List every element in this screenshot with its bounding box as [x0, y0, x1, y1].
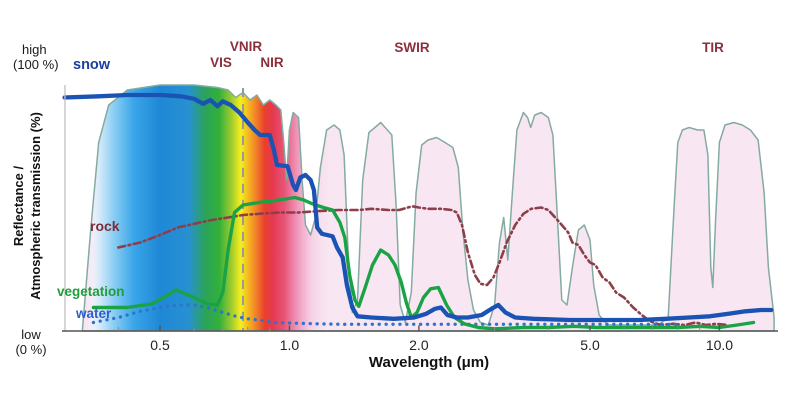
y-axis-low-label: low — [21, 327, 41, 342]
band-label-swir: SWIR — [394, 40, 430, 55]
x-tick-label-5.0: 5.0 — [580, 337, 600, 353]
series-label-vegetation: vegetation — [57, 284, 125, 299]
band-label-nir: NIR — [260, 55, 284, 70]
series-label-snow: snow — [73, 57, 111, 73]
y-axis-high-percent: (100 %) — [13, 57, 59, 72]
y-axis-high-label: high — [22, 42, 47, 57]
water-curve — [91, 303, 680, 327]
y-axis-low-percent: (0 %) — [15, 342, 47, 357]
band-label-vnir: VNIR — [229, 39, 263, 54]
snow-curve — [62, 92, 774, 323]
series-label-rock: rock — [90, 218, 120, 234]
series-label-water: water — [76, 306, 112, 321]
y-axis-title: Reflectance / Atmospheric transmission (… — [10, 76, 46, 336]
x-tick-label-0.5: 0.5 — [150, 337, 170, 353]
x-axis-title: Wavelength (μm) — [368, 354, 490, 371]
y-axis-title-line2: Atmospheric transmission (%) — [28, 112, 43, 300]
x-tick-label-1.0: 1.0 — [279, 337, 300, 353]
rock-curve — [117, 205, 729, 327]
visible-spectrum-band — [83, 85, 337, 331]
vegetation-curve — [91, 195, 756, 331]
band-label-tir: TIR — [702, 40, 724, 55]
band-label-vis: VIS — [210, 55, 232, 70]
x-tick-label-2.0: 2.0 — [409, 337, 429, 353]
x-tick-label-10.0: 10.0 — [705, 337, 734, 353]
y-axis-title-line1: Reflectance / — [11, 165, 26, 247]
